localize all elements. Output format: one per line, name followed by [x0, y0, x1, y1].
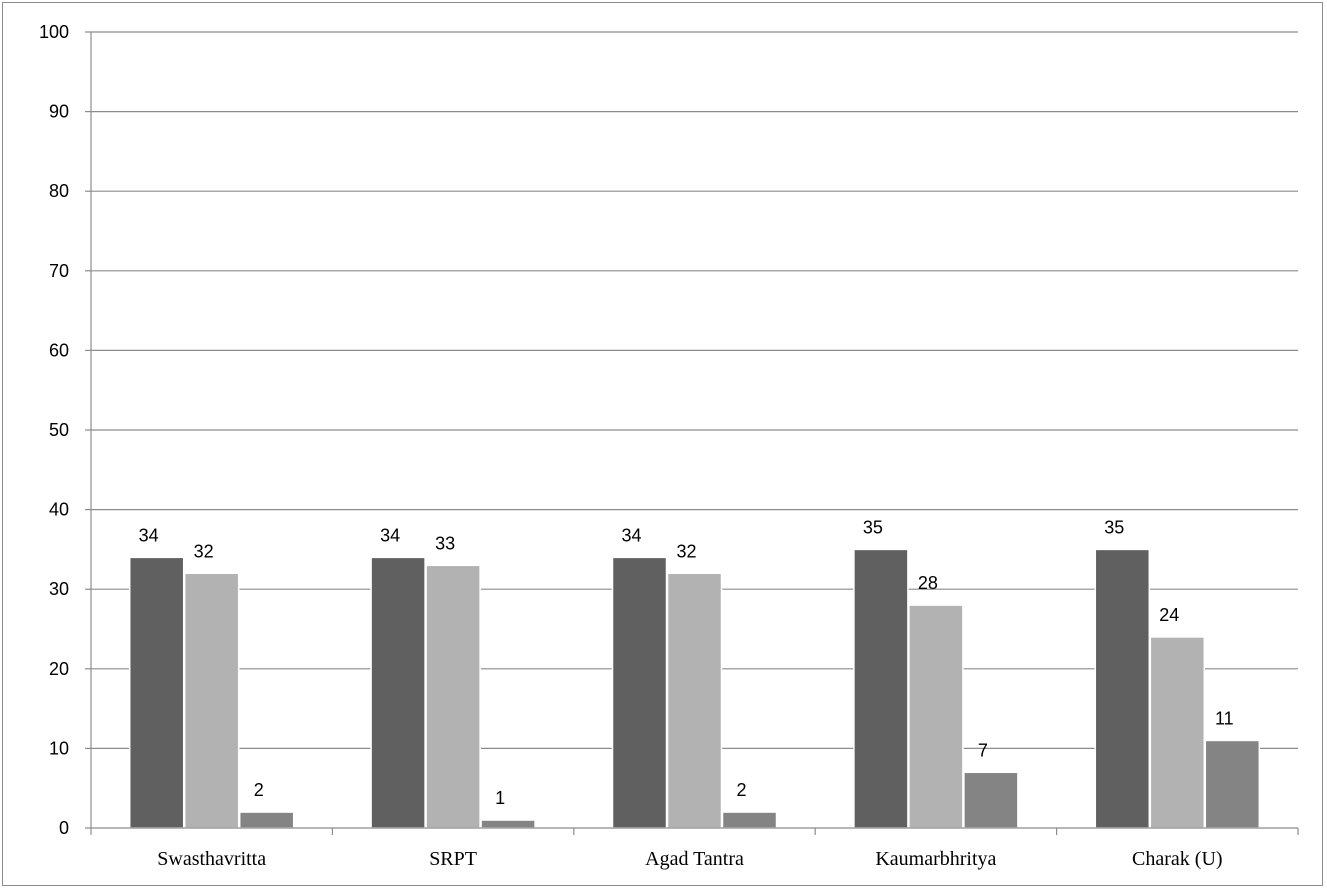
data-label: 32: [676, 541, 696, 561]
bar-chart: 0 10 20 30 40 50 60 70 80 90 100 34 32 2 34 33 1 34 32 2 35…: [39, 22, 1299, 870]
bar: [128, 556, 185, 829]
bar: [963, 771, 1019, 829]
data-label: 34: [380, 525, 400, 545]
y-tick-label: 60: [49, 340, 69, 360]
bar: [183, 572, 240, 829]
y-tick-label: 100: [39, 22, 69, 42]
bar: [611, 556, 668, 829]
bar: [1149, 636, 1206, 829]
data-label: 28: [918, 573, 938, 593]
bars: [128, 548, 1261, 829]
bar: [666, 572, 723, 829]
data-label: 34: [139, 525, 159, 545]
bar: [853, 548, 909, 829]
y-tick-label: 0: [59, 818, 69, 838]
y-tick-label: 40: [49, 500, 69, 520]
y-tick-label: 30: [49, 579, 69, 599]
gridlines: [91, 31, 1298, 750]
bar: [908, 604, 964, 829]
data-label: 24: [1159, 605, 1179, 625]
y-tick-label: 20: [49, 659, 69, 679]
data-label: 1: [495, 788, 505, 808]
y-tick-label: 50: [49, 420, 69, 440]
x-tick-label: Charak (U): [1132, 848, 1223, 870]
bar: [721, 811, 778, 829]
data-label: 35: [1104, 517, 1124, 537]
data-label: 35: [863, 517, 883, 537]
data-labels: 34 32 2 34 33 1 34 32 2 35 28 7 35 24 11: [139, 517, 1234, 808]
data-label: 32: [194, 541, 214, 561]
x-tick-label: Agad Tantra: [645, 848, 744, 870]
x-axis: Swasthavritta SRPT Agad Tantra Kaumarbhrity…: [90, 827, 1299, 870]
data-label: 2: [736, 780, 746, 800]
x-tick-label: Kaumarbhritya: [875, 848, 996, 870]
bar: [370, 556, 426, 829]
y-tick-label: 70: [49, 261, 69, 281]
bar: [480, 819, 536, 829]
bar: [238, 811, 295, 829]
data-label: 33: [435, 533, 455, 553]
y-tick-label: 90: [49, 102, 69, 122]
x-tick-label: SRPT: [429, 848, 477, 870]
data-label: 7: [978, 740, 988, 760]
bar: [425, 564, 481, 829]
y-axis: 0 10 20 30 40 50 60 70 80 90 100: [39, 22, 92, 838]
bar: [1204, 739, 1261, 829]
y-tick-label: 10: [49, 738, 69, 758]
y-tick-label: 80: [49, 181, 69, 201]
x-tick-label: Swasthavritta: [157, 848, 266, 870]
bar: [1094, 548, 1151, 829]
data-label: 11: [1215, 708, 1234, 728]
data-label: 2: [254, 780, 264, 800]
data-label: 34: [621, 525, 641, 545]
